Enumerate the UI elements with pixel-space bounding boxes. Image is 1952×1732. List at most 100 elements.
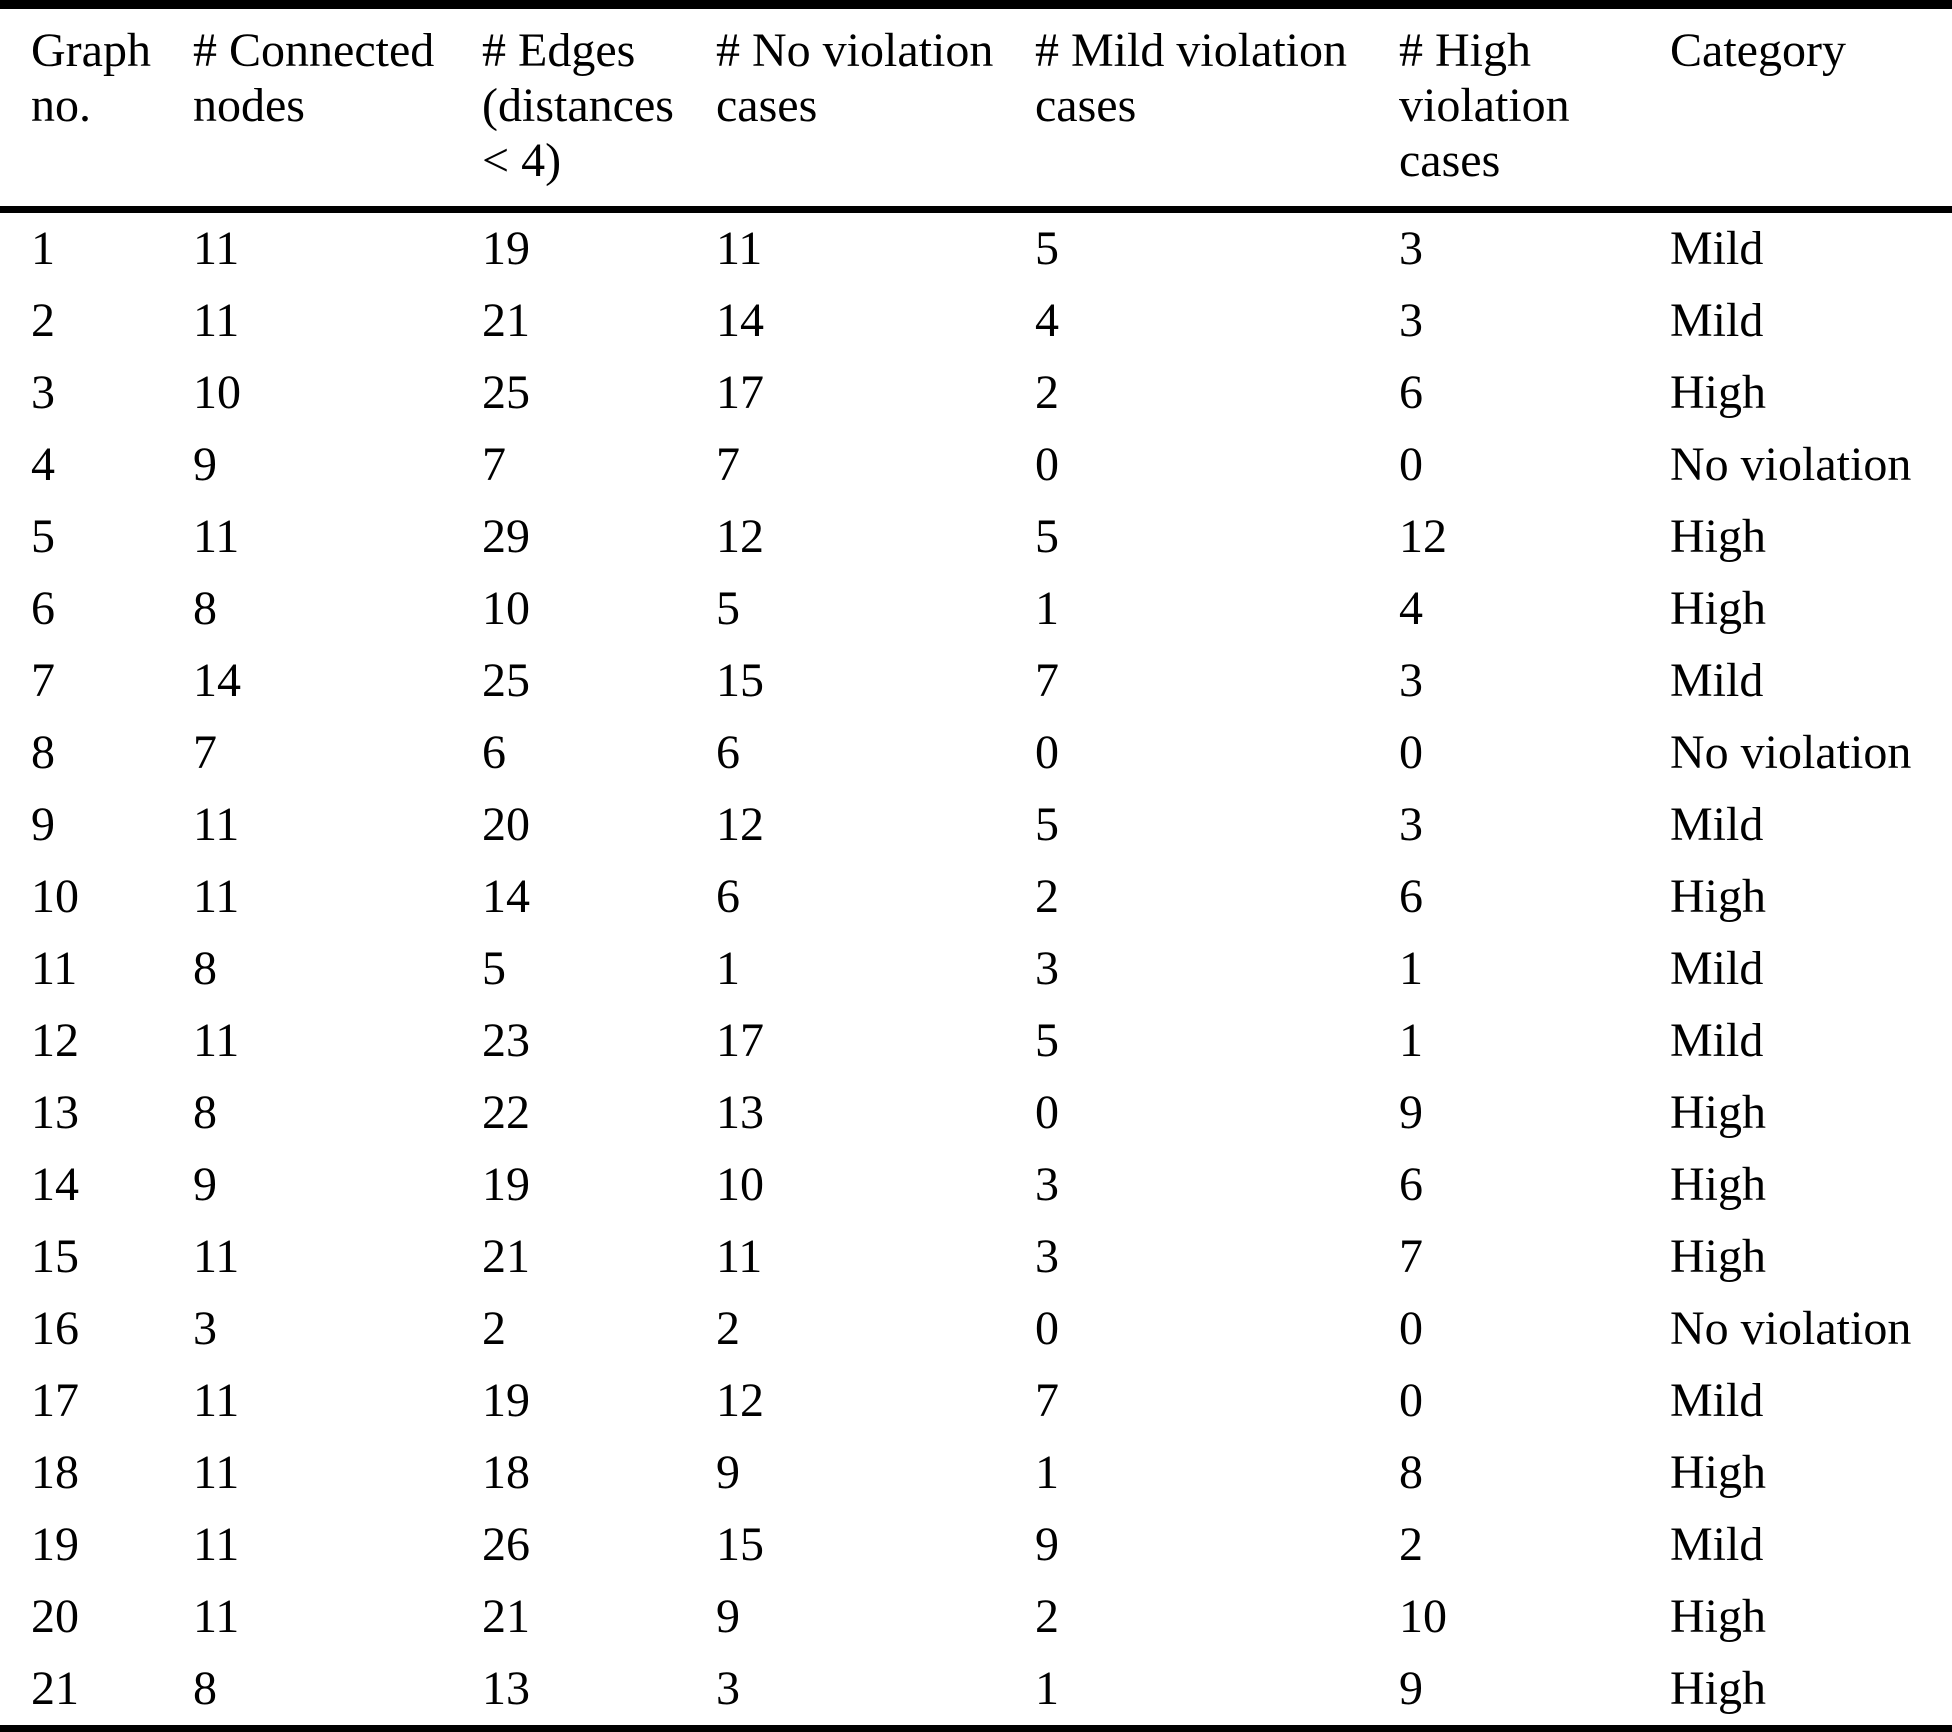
table-row: 9 11 20 12 5 3 Mild	[0, 789, 1952, 861]
cell-graph-no: 13	[31, 1086, 79, 1139]
cell-mild-violation-cases: 1	[1035, 1446, 1059, 1499]
cell-mild-violation-cases: 3	[1035, 942, 1059, 995]
table-row: 21 8 13 3 1 9 High	[0, 1653, 1952, 1725]
table-row: 6 8 10 5 1 4 High	[0, 573, 1952, 645]
cell-mild-violation-cases: 0	[1035, 1086, 1059, 1139]
cell-connected-nodes: 8	[193, 1086, 217, 1139]
cell-category: Mild	[1670, 1014, 1764, 1067]
cell-high-violation-cases: 6	[1399, 870, 1423, 923]
cell-category: High	[1670, 1590, 1766, 1643]
cell-graph-no: 16	[31, 1302, 79, 1355]
cell-connected-nodes: 8	[193, 1662, 217, 1715]
header-row: Graph no. # Connected nodes # Edges (dista…	[0, 9, 1952, 210]
cell-connected-nodes: 14	[193, 654, 241, 707]
cell-no-violation-cases: 17	[716, 1014, 764, 1067]
column-header-mild-violation-cases: # Mild violation cases	[1035, 24, 1347, 132]
cell-connected-nodes: 9	[193, 1158, 217, 1211]
results-table: Graph no. # Connected nodes # Edges (dista…	[0, 9, 1952, 1725]
cell-edges: 18	[482, 1446, 530, 1499]
cell-mild-violation-cases: 1	[1035, 582, 1059, 635]
cell-high-violation-cases: 9	[1399, 1086, 1423, 1139]
cell-category: Mild	[1670, 654, 1764, 707]
cell-category: High	[1670, 1158, 1766, 1211]
cell-high-violation-cases: 0	[1399, 438, 1423, 491]
cell-category: No violation	[1670, 438, 1912, 491]
cell-connected-nodes: 7	[193, 726, 217, 779]
cell-graph-no: 17	[31, 1374, 79, 1427]
cell-graph-no: 18	[31, 1446, 79, 1499]
cell-edges: 7	[482, 438, 506, 491]
cell-mild-violation-cases: 3	[1035, 1230, 1059, 1283]
table-row: 1 11 19 11 5 3 Mild	[0, 210, 1952, 286]
cell-category: High	[1670, 582, 1766, 635]
column-header-connected-nodes: # Connected nodes	[193, 24, 435, 132]
cell-connected-nodes: 11	[193, 1590, 240, 1643]
cell-high-violation-cases: 8	[1399, 1446, 1423, 1499]
column-header-edges: # Edges (distances < 4)	[482, 24, 674, 187]
cell-no-violation-cases: 9	[716, 1446, 740, 1499]
cell-edges: 10	[482, 582, 530, 635]
cell-graph-no: 6	[31, 582, 55, 635]
cell-edges: 25	[482, 654, 530, 707]
cell-graph-no: 4	[31, 438, 55, 491]
cell-graph-no: 9	[31, 798, 55, 851]
column-header-no-violation-cases: # No violation cases	[716, 24, 994, 132]
table-row: 5 11 29 12 5 12 High	[0, 501, 1952, 573]
cell-category: High	[1670, 1446, 1766, 1499]
cell-mild-violation-cases: 5	[1035, 798, 1059, 851]
cell-graph-no: 14	[31, 1158, 79, 1211]
cell-edges: 19	[482, 1374, 530, 1427]
cell-graph-no: 15	[31, 1230, 79, 1283]
table-row: 3 10 25 17 2 6 High	[0, 357, 1952, 429]
cell-no-violation-cases: 11	[716, 222, 763, 275]
cell-graph-no: 1	[31, 222, 55, 275]
column-header-high-violation-cases: # High violation cases	[1399, 24, 1570, 187]
cell-category: Mild	[1670, 1518, 1764, 1571]
table-row: 15 11 21 11 3 7 High	[0, 1221, 1952, 1293]
cell-no-violation-cases: 17	[716, 366, 764, 419]
table-row: 2 11 21 14 4 3 Mild	[0, 285, 1952, 357]
cell-no-violation-cases: 9	[716, 1590, 740, 1643]
cell-connected-nodes: 11	[193, 222, 240, 275]
cell-no-violation-cases: 1	[716, 942, 740, 995]
cell-category: No violation	[1670, 1302, 1912, 1355]
cell-high-violation-cases: 0	[1399, 1302, 1423, 1355]
cell-connected-nodes: 10	[193, 366, 241, 419]
cell-category: High	[1670, 1230, 1766, 1283]
cell-mild-violation-cases: 4	[1035, 294, 1059, 347]
table-body: 1 11 19 11 5 3 Mild 2 11 21 14 4 3 Mild 3 10 25 17 2 6 High 4…	[0, 210, 1952, 1726]
cell-edges: 5	[482, 942, 506, 995]
cell-graph-no: 5	[31, 510, 55, 563]
cell-category: High	[1670, 510, 1766, 563]
cell-high-violation-cases: 1	[1399, 942, 1423, 995]
cell-high-violation-cases: 7	[1399, 1230, 1423, 1283]
cell-connected-nodes: 11	[193, 1230, 240, 1283]
column-header-graph-no: Graph no.	[31, 24, 151, 132]
cell-connected-nodes: 11	[193, 1518, 240, 1571]
cell-connected-nodes: 8	[193, 942, 217, 995]
cell-no-violation-cases: 11	[716, 1230, 763, 1283]
cell-graph-no: 12	[31, 1014, 79, 1067]
cell-connected-nodes: 11	[193, 1014, 240, 1067]
cell-category: High	[1670, 870, 1766, 923]
cell-edges: 19	[482, 1158, 530, 1211]
cell-high-violation-cases: 3	[1399, 798, 1423, 851]
table-row: 14 9 19 10 3 6 High	[0, 1149, 1952, 1221]
cell-mild-violation-cases: 2	[1035, 870, 1059, 923]
cell-edges: 13	[482, 1662, 530, 1715]
table-row: 11 8 5 1 3 1 Mild	[0, 933, 1952, 1005]
column-header-category: Category	[1670, 24, 1846, 77]
cell-high-violation-cases: 9	[1399, 1662, 1423, 1715]
cell-mild-violation-cases: 0	[1035, 726, 1059, 779]
cell-graph-no: 19	[31, 1518, 79, 1571]
table-row: 17 11 19 12 7 0 Mild	[0, 1365, 1952, 1437]
cell-no-violation-cases: 7	[716, 438, 740, 491]
cell-mild-violation-cases: 7	[1035, 654, 1059, 707]
cell-high-violation-cases: 4	[1399, 582, 1423, 635]
cell-graph-no: 2	[31, 294, 55, 347]
table-row: 13 8 22 13 0 9 High	[0, 1077, 1952, 1149]
table-row: 18 11 18 9 1 8 High	[0, 1437, 1952, 1509]
cell-edges: 26	[482, 1518, 530, 1571]
cell-mild-violation-cases: 3	[1035, 1158, 1059, 1211]
cell-no-violation-cases: 15	[716, 654, 764, 707]
